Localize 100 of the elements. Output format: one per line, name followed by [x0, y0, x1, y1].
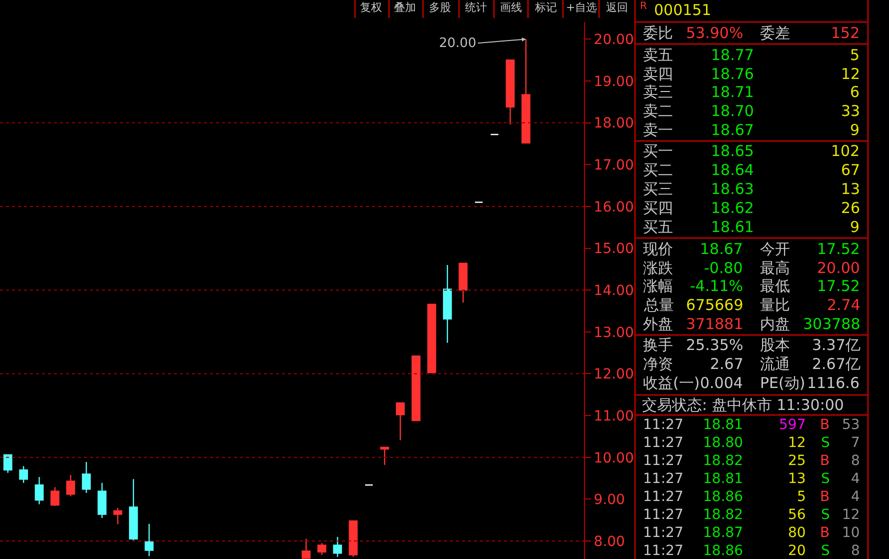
text: 12	[841, 65, 860, 83]
text: 净资	[643, 355, 673, 373]
text: 18.61	[711, 218, 754, 236]
text: 80	[788, 525, 806, 541]
y-tick-label: 20.00	[594, 32, 634, 48]
text: 内盘	[760, 315, 790, 333]
text: 18.76	[711, 65, 754, 83]
text: 2.67	[710, 355, 744, 373]
text: 18.77	[711, 46, 754, 64]
text: 18.86	[703, 489, 744, 505]
text: 18.71	[711, 83, 754, 101]
text: S	[821, 435, 830, 451]
text: 交易状态: 盘中休市 11:30:00	[642, 396, 844, 414]
text: 18.70	[711, 102, 754, 120]
text: 18.67	[711, 121, 754, 139]
text: 2.67亿	[812, 355, 860, 373]
text: 8	[851, 543, 860, 559]
y-tick-label: 15.00	[594, 241, 634, 258]
text: 最低	[760, 277, 790, 295]
text: 20	[788, 543, 806, 559]
text: 11:27	[643, 543, 684, 559]
text: 现价	[643, 240, 673, 258]
y-tick-label: 19.00	[594, 74, 634, 90]
text: B	[820, 453, 830, 469]
text: 最高	[760, 259, 790, 277]
text: 13	[788, 471, 806, 487]
candlestick	[302, 538, 311, 559]
text: 8	[851, 453, 860, 469]
text: 18.82	[703, 453, 744, 469]
text: 18.63	[711, 180, 754, 198]
text: 卖四	[643, 65, 673, 83]
text: 画线	[500, 1, 522, 14]
text: +自选	[566, 1, 598, 14]
text: 涨跌	[643, 259, 673, 277]
text: 18.87	[703, 525, 744, 541]
candlestick	[50, 486, 60, 506]
y-tick-label: 14.00	[594, 282, 634, 299]
text: 12	[788, 435, 806, 451]
candlestick	[442, 264, 452, 344]
text: 11:27	[643, 453, 684, 469]
text: 6	[850, 83, 860, 101]
candlestick	[427, 304, 436, 374]
text: 卖二	[643, 102, 673, 120]
text: 0.004	[700, 374, 743, 392]
candlestick	[144, 523, 154, 557]
text: 11:27	[643, 471, 684, 487]
text: B	[820, 417, 830, 433]
y-tick-label: 13.00	[594, 324, 634, 341]
text: 涨幅	[643, 277, 673, 295]
text: S	[821, 471, 830, 487]
y-tick-label: 9.00	[594, 492, 625, 508]
candlestick	[98, 482, 106, 519]
text: B	[820, 489, 830, 505]
text: S	[821, 543, 830, 559]
text: 18.81	[703, 417, 744, 433]
candlestick	[82, 461, 91, 494]
text: 53	[842, 417, 860, 433]
text: B	[820, 525, 830, 541]
text: 卖五	[643, 46, 673, 64]
text: 18.82	[703, 507, 744, 523]
text: 000151	[654, 1, 712, 19]
text: 今开	[760, 240, 790, 258]
candlestick	[412, 356, 420, 422]
text: 13	[841, 180, 860, 198]
text: 12	[842, 507, 860, 523]
text: 2.74	[827, 296, 860, 314]
y-tick-label: 10.00	[594, 450, 634, 466]
candlestick	[66, 474, 76, 497]
text: 买五	[643, 218, 673, 236]
text: 9	[850, 218, 860, 236]
text: 18.81	[703, 471, 744, 487]
candlestick	[128, 478, 138, 541]
y-tick-label: 12.00	[594, 366, 634, 383]
text: 9	[850, 121, 860, 139]
text: 26	[841, 199, 860, 217]
text: 18.86	[703, 543, 744, 559]
text: 委差	[760, 24, 790, 42]
text: 53.90%	[686, 24, 744, 42]
text: -4.11%	[690, 277, 744, 295]
text: 5	[850, 46, 860, 64]
text: 152	[831, 24, 860, 42]
text: 67	[841, 161, 860, 179]
candlestick	[506, 59, 515, 126]
text: 303788	[803, 315, 860, 333]
text: 标记	[534, 1, 557, 14]
text: 换手	[643, 336, 673, 354]
text: PE(动)	[760, 374, 806, 392]
text: 买三	[643, 180, 673, 198]
text: 流通	[760, 355, 790, 373]
text: 量比	[760, 296, 790, 314]
text: 委比	[643, 24, 673, 42]
text: 5	[797, 489, 806, 505]
y-tick-label: 8.00	[594, 534, 625, 550]
text: 4	[851, 471, 860, 487]
text: 7	[851, 435, 860, 451]
candlestick	[113, 507, 122, 525]
text: 25	[788, 453, 806, 469]
text: 11:27	[643, 525, 684, 541]
text: 18.64	[711, 161, 754, 179]
text: 675669	[686, 296, 744, 314]
